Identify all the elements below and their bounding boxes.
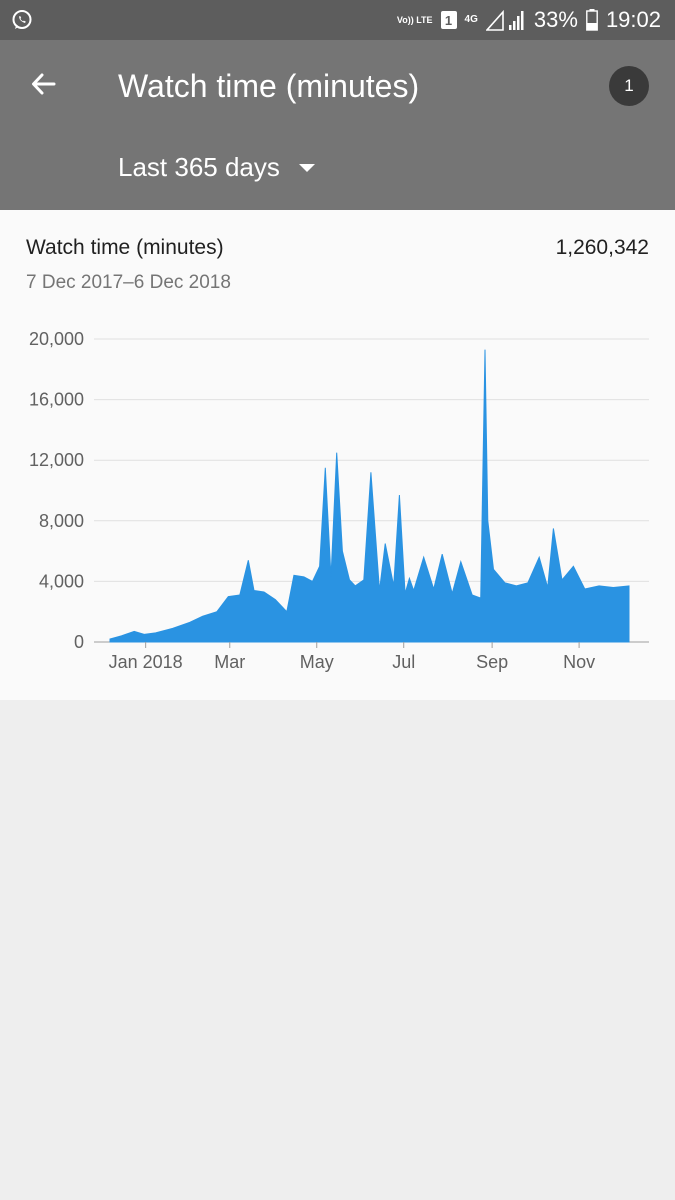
date-range-dropdown[interactable]: Last 365 days [118,152,316,183]
back-arrow-icon[interactable] [24,62,68,106]
status-bar: Vo)) LTE 1 4G 33% 19:02 [0,0,675,40]
watch-time-chart: 20,000 16,000 12,000 8,000 4,000 0 Jan 2018 Mar… [29,329,649,672]
volte-indicator: Vo)) LTE [396,14,433,25]
x-tick-label: Jul [392,652,415,672]
card-total-value: 1,260,342 [555,236,649,259]
y-tick-label: 16,000 [29,390,84,410]
signal-icon [485,9,524,31]
x-tick-label: Nov [563,652,595,672]
page-title: Watch time (minutes) [118,68,420,104]
whatsapp-icon [12,10,32,29]
y-tick-label: 4,000 [39,571,84,591]
date-range-label: Last 365 days [118,152,280,182]
x-tick-label: Sep [476,652,508,672]
y-tick-label: 20,000 [29,329,84,349]
battery-icon [586,9,598,31]
sim-indicator: 1 [440,11,457,29]
notification-badge[interactable]: 1 [609,66,649,106]
dropdown-arrow-icon [298,163,315,172]
y-tick-label: 8,000 [39,511,84,531]
battery-percent: 33% [533,7,578,32]
y-tick-label: 0 [74,632,84,652]
network-type-indicator: 4G [464,14,478,25]
watch-time-card: Watch time (minutes) 1,260,342 7 Dec 201… [0,210,675,700]
x-tick-label: Jan 2018 [109,652,183,672]
x-tick-label: May [300,652,334,672]
y-tick-label: 12,000 [29,450,84,470]
series-area [109,349,630,643]
app-bar: Watch time (minutes) 1 Last 365 days [0,40,675,210]
card-title: Watch time (minutes) [26,236,224,259]
clock: 19:02 [605,7,661,32]
x-tick-label: Mar [214,652,245,672]
card-date-range: 7 Dec 2017–6 Dec 2018 [26,272,231,293]
